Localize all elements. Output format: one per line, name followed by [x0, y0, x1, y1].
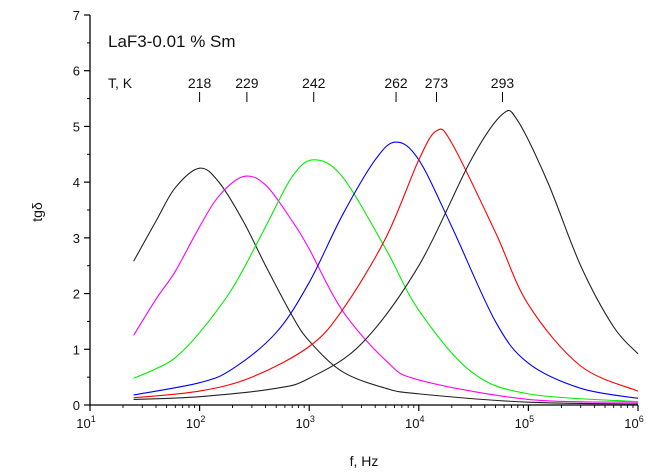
x-tick-label: 102	[186, 414, 205, 431]
y-tick-label: 5	[73, 119, 80, 134]
y-tick-label: 1	[73, 342, 80, 357]
series-line-3	[133, 159, 639, 403]
x-tick-label: 103	[295, 414, 314, 431]
temperature-label: 242	[302, 75, 326, 91]
temperature-label: 218	[188, 75, 212, 91]
x-tick-label: 104	[405, 414, 424, 431]
temperature-label: 293	[491, 75, 515, 91]
temperature-axis-label: T, K	[108, 75, 133, 91]
series-line-4	[133, 141, 639, 399]
y-tick-label: 7	[73, 8, 80, 23]
series-line-6	[133, 109, 639, 400]
temperature-label: 229	[235, 75, 259, 91]
series-line-1	[133, 167, 639, 405]
y-tick-label: 2	[73, 287, 80, 302]
y-tick-label: 0	[73, 398, 80, 413]
series-line-2	[133, 175, 639, 403]
x-tick-label: 101	[76, 414, 95, 431]
chart-title: LaF3-0.01 % Sm	[108, 32, 236, 51]
x-axis-label: f, Hz	[350, 453, 379, 469]
y-tick-label: 4	[73, 175, 80, 190]
y-axis-label: tgδ	[29, 202, 45, 222]
temperature-label: 262	[384, 75, 408, 91]
temperature-markers: 218 229 242 262 273 293	[188, 75, 514, 102]
series-line-5	[133, 128, 639, 399]
x-tick-label: 105	[515, 414, 534, 431]
temperature-label: 273	[425, 75, 449, 91]
y-tick-label: 3	[73, 231, 80, 246]
x-tick-label: 106	[624, 414, 643, 431]
y-tick-label: 6	[73, 64, 80, 79]
series-layer	[133, 109, 639, 405]
axes: 0 1 2 3 4 5 6 7 101 102 103 104 105 106	[73, 8, 644, 431]
